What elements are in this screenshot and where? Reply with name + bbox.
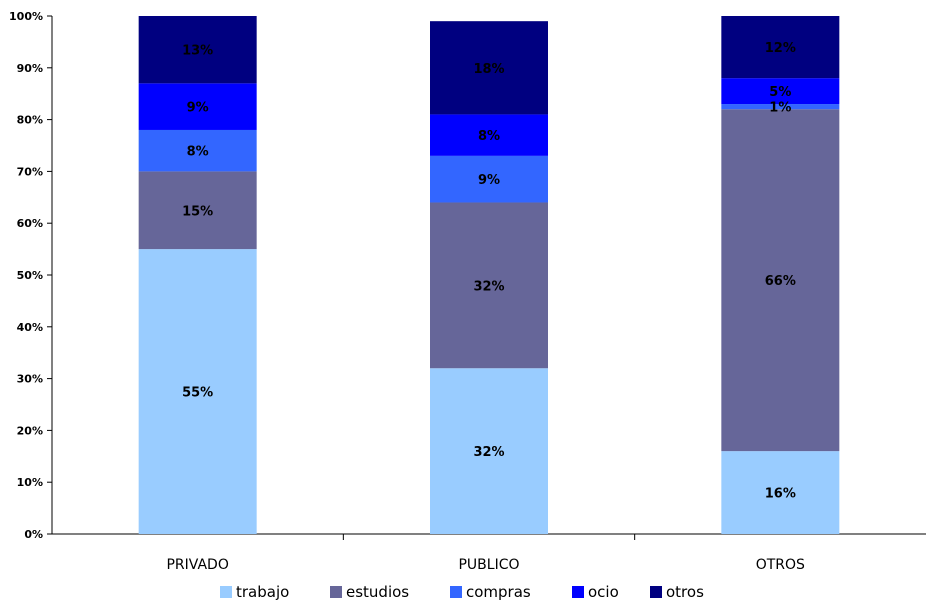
legend: trabajo estudios compras ocio otros — [220, 583, 704, 601]
bar-segment-trabajo — [138, 249, 257, 534]
legend-item-compras: compras — [450, 583, 531, 601]
y-tick-label: 50% — [17, 269, 43, 282]
bar-segment-compras — [138, 129, 257, 172]
y-tick-label: 100% — [9, 10, 43, 23]
y-tick-label: 60% — [17, 217, 43, 230]
y-tick-label: 10% — [17, 476, 43, 489]
data-label: 32% — [473, 279, 504, 294]
bar-segment-otros — [721, 16, 840, 79]
legend-label: ocio — [588, 583, 619, 601]
legend-item-otros: otros — [650, 583, 704, 601]
legend-swatch — [450, 586, 462, 598]
bar-segment-compras — [430, 155, 548, 203]
y-tick-label: 40% — [17, 321, 43, 334]
axes: 0% 10% 20% 30% 40% 50% 60% 70% 80% 90% 100% PRIVADO… — [9, 10, 926, 573]
legend-item-estudios: estudios — [330, 583, 409, 601]
x-tick-label: OTROS — [756, 557, 805, 573]
x-tick-label: PRIVADO — [166, 557, 228, 573]
bar-segment-ocio — [430, 114, 548, 156]
data-label: 9% — [187, 101, 209, 116]
data-label: 66% — [765, 274, 796, 289]
bar-segment-otros — [138, 16, 257, 84]
y-tick-label: 70% — [17, 165, 43, 178]
legend-label: estudios — [346, 583, 409, 601]
legend-item-trabajo: trabajo — [220, 583, 289, 601]
y-tick-label: 0% — [24, 528, 43, 541]
bar-segment-estudios — [430, 202, 548, 369]
data-label: 8% — [187, 145, 209, 160]
data-label: 55% — [182, 386, 213, 401]
data-label: 5% — [769, 85, 791, 100]
bar-segment-ocio — [721, 78, 840, 105]
legend-swatch — [220, 586, 232, 598]
bar-segment-compras — [721, 104, 840, 110]
data-label: 9% — [478, 173, 500, 188]
data-label: 13% — [182, 44, 213, 59]
bar-segment-estudios — [721, 109, 840, 452]
legend-swatch — [650, 586, 662, 598]
x-tick-label: PUBLICO — [458, 557, 519, 573]
bar-segment-ocio — [138, 83, 257, 130]
bar-segment-trabajo — [430, 368, 548, 534]
y-tick-label: 30% — [17, 373, 43, 386]
y-tick-label: 20% — [17, 424, 43, 437]
data-label: 8% — [478, 129, 500, 144]
legend-label: compras — [466, 583, 531, 601]
legend-label: otros — [666, 583, 704, 601]
data-label: 15% — [182, 204, 213, 219]
bars — [138, 16, 840, 534]
legend-label: trabajo — [236, 583, 289, 601]
y-tick-label: 90% — [17, 62, 43, 75]
data-labels: 55% 15% 8% 9% 13% 32% 32% 9% 8% 18% 16% 66% 1%5% 12% — [182, 41, 796, 501]
bar-segment-trabajo — [721, 451, 840, 534]
data-label: 12% — [765, 41, 796, 56]
legend-item-ocio: ocio — [572, 583, 619, 601]
bar-segment-otros — [430, 21, 548, 115]
y-tick-label: 80% — [17, 114, 43, 127]
data-label: 32% — [473, 445, 504, 460]
data-label: 16% — [765, 487, 796, 502]
data-label: 18% — [473, 62, 504, 77]
legend-swatch — [572, 586, 584, 598]
data-label: 1% — [769, 101, 791, 116]
legend-swatch — [330, 586, 342, 598]
bar-segment-estudios — [138, 171, 257, 250]
